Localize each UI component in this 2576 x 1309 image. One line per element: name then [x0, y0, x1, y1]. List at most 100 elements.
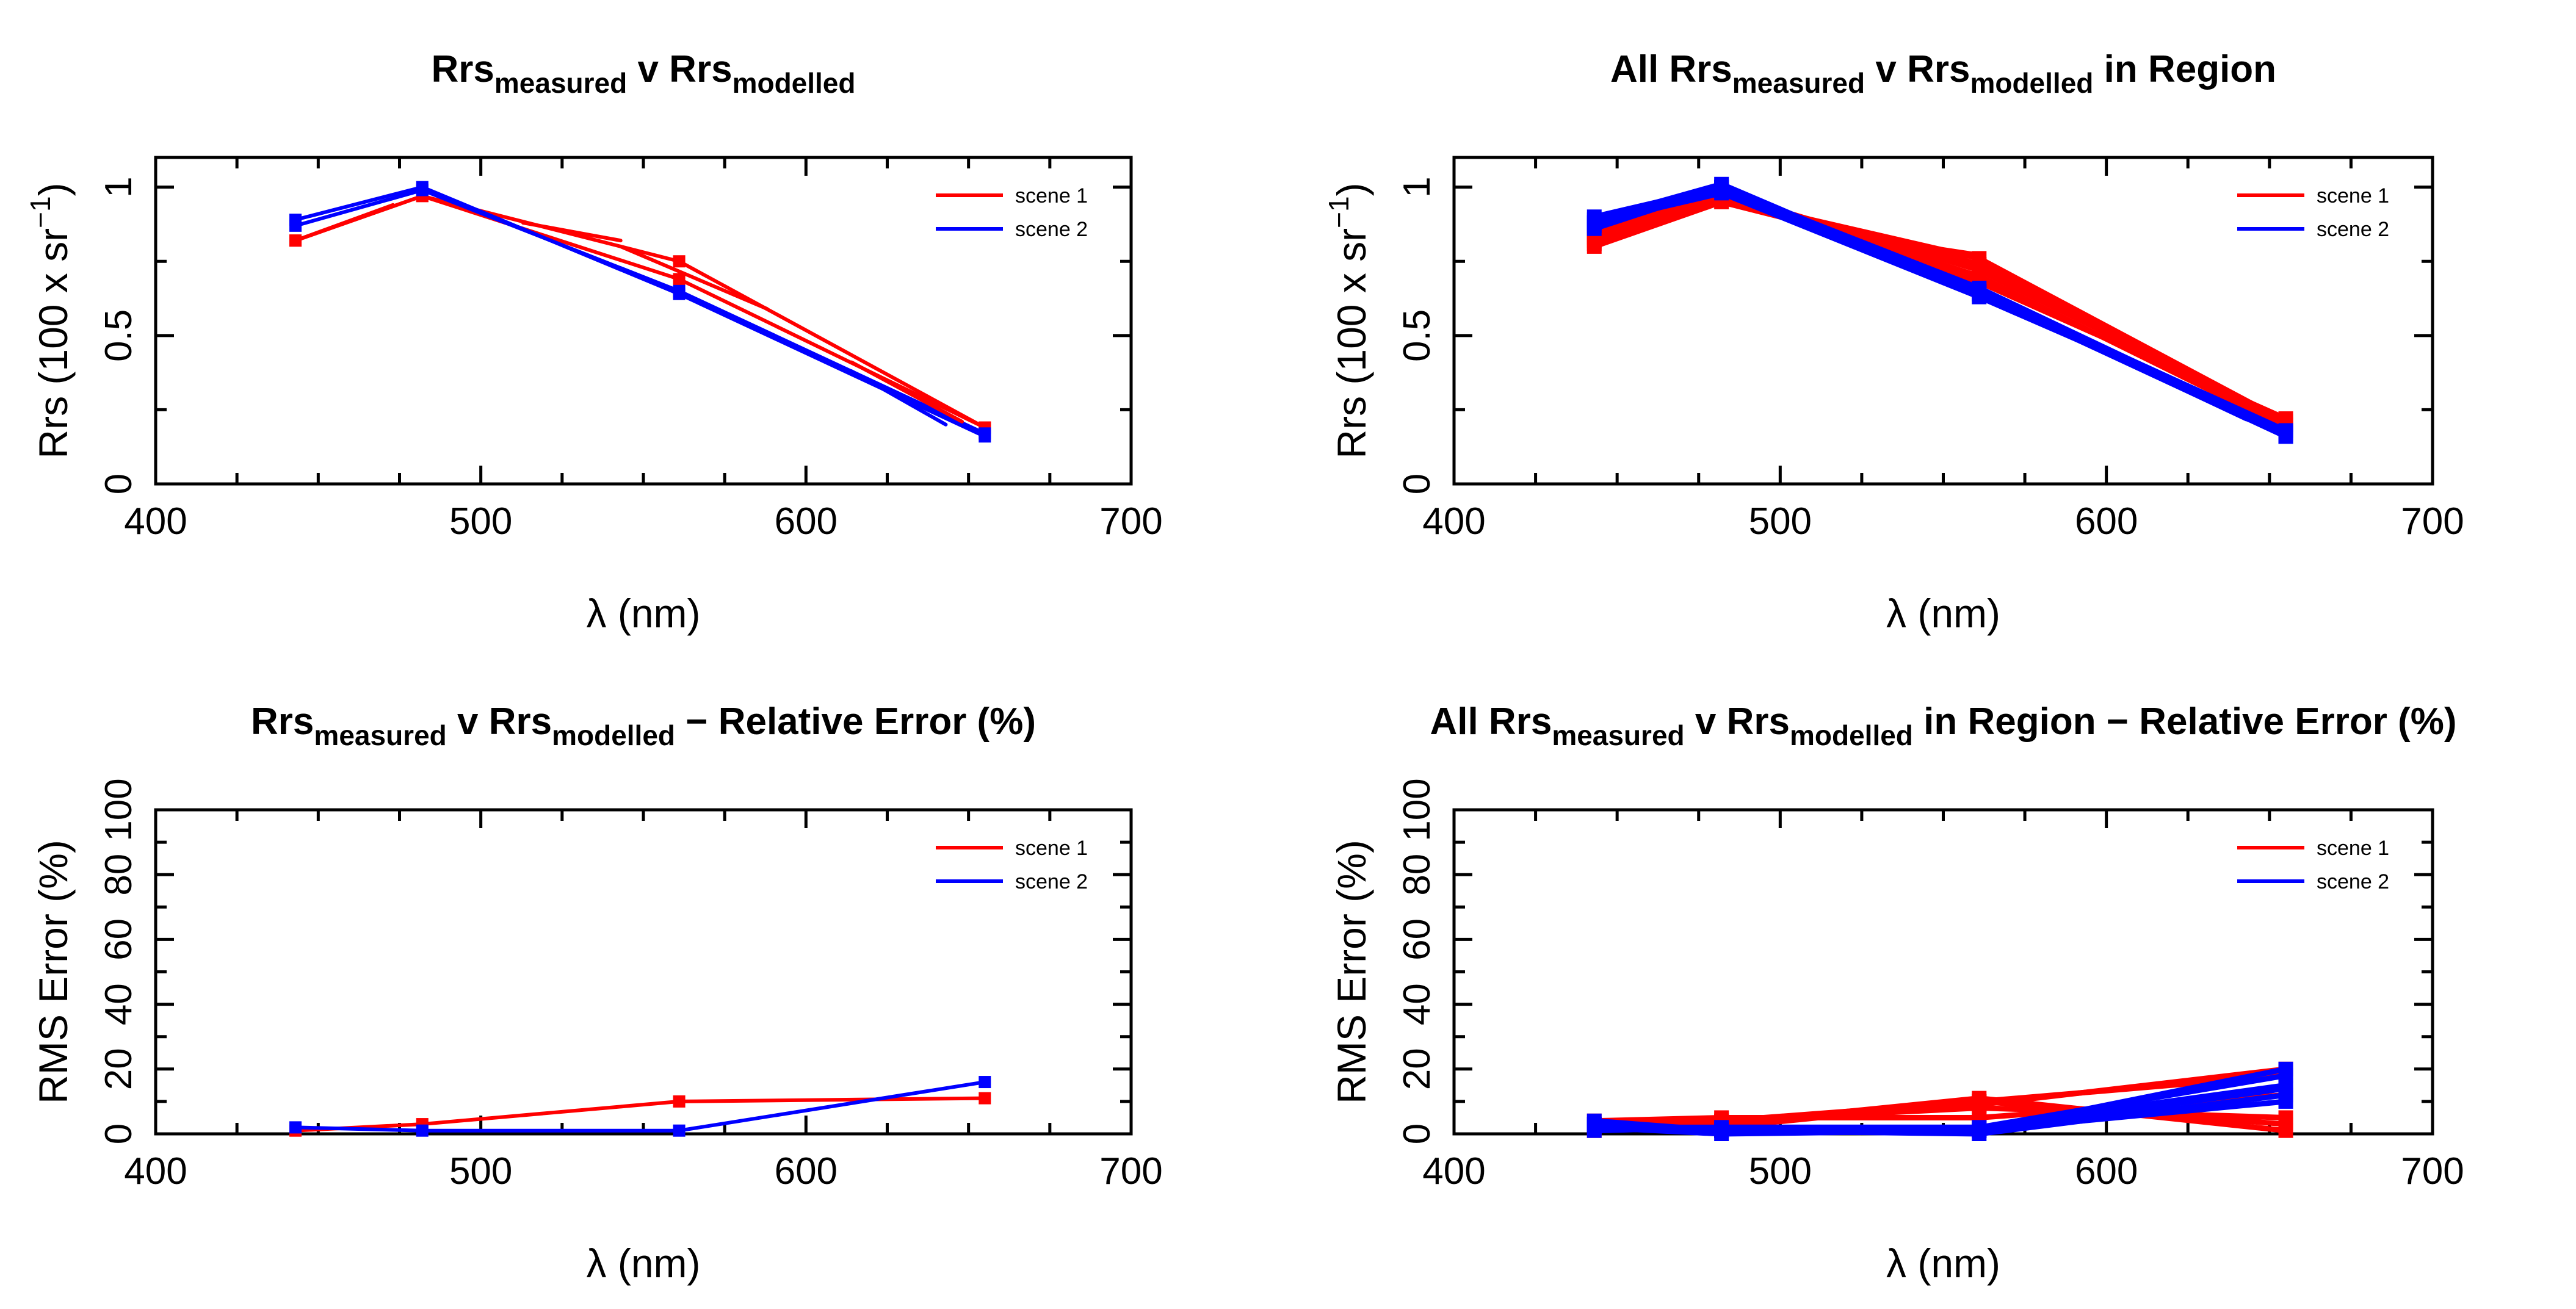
- title-base2: Rrs: [1727, 701, 1790, 743]
- y-axis-label: Rrs (100 x sr−1): [1323, 182, 1374, 458]
- y-tick-label: 0: [98, 474, 140, 494]
- series-fragment: [618, 244, 769, 311]
- title-mid: v: [447, 701, 489, 743]
- x-tick-label: 500: [1749, 500, 1812, 543]
- y-tick-label: 60: [98, 918, 140, 961]
- data-point: [2278, 1068, 2293, 1083]
- title-tail: in Region − Relative Error (%): [1913, 701, 2457, 743]
- title-sub1: measured: [494, 67, 627, 99]
- series-line-scene-2: [1591, 184, 2289, 436]
- y-label-sup: −1: [1323, 196, 1355, 228]
- data-point: [1972, 1094, 1987, 1109]
- y-label-main: RMS Error (%): [31, 840, 76, 1104]
- x-tick-label: 700: [1099, 500, 1162, 543]
- series-fragment: [294, 203, 395, 243]
- x-tick-label: 500: [449, 500, 512, 543]
- series-fragment: [1976, 255, 2071, 312]
- series-line-scene-2: [1591, 181, 2289, 439]
- title-mid: v: [627, 48, 669, 90]
- data-point: [416, 1124, 429, 1137]
- series-line-scene-2: [294, 188, 987, 436]
- series-fragment: [2149, 371, 2249, 422]
- y-axis-label: RMS Error (%): [1329, 840, 1374, 1104]
- y-axis-label: RMS Error (%): [31, 840, 76, 1104]
- chart-title: Rrsmeasured v Rrsmodelled − Relative Err…: [251, 701, 1036, 751]
- data-point: [2278, 1117, 2293, 1132]
- legend-label: scene 2: [2317, 870, 2389, 893]
- title-sub1: measured: [1552, 719, 1684, 751]
- legend-label: scene 1: [1015, 184, 1088, 207]
- x-tick-label: 500: [449, 1150, 512, 1192]
- x-axis-label: λ (nm): [1886, 591, 2000, 636]
- series-line-scene-2: [294, 185, 987, 439]
- x-tick-label: 700: [1099, 1150, 1162, 1192]
- series-line-scene-1: [1591, 199, 2289, 428]
- y-tick-label: 80: [1396, 854, 1438, 896]
- title-base2: Rrs: [669, 48, 732, 90]
- series-line-scene-1: [1591, 193, 2289, 431]
- data-point: [979, 1092, 991, 1105]
- title-sub2: modelled: [733, 67, 856, 99]
- data-point: [673, 284, 686, 297]
- series-line-scene-2: [1591, 187, 2289, 433]
- data-point: [1586, 1120, 1602, 1135]
- x-tick-label: 500: [1749, 1150, 1812, 1192]
- data-point: [673, 255, 686, 268]
- x-tick-label: 400: [124, 500, 187, 543]
- title-sub1: measured: [314, 719, 446, 751]
- series-line-scene-1: [294, 194, 987, 430]
- series-fragment: [849, 369, 948, 427]
- data-point: [1714, 186, 1729, 201]
- legend-label: scene 2: [2317, 218, 2389, 241]
- title-sub2: modelled: [1970, 67, 2093, 99]
- x-tick-label: 600: [2075, 500, 2138, 543]
- chart-panel-2: All Rrsmeasured v Rrsmodelled in Region 4…: [1323, 48, 2464, 636]
- legend-label: scene 1: [2317, 184, 2389, 207]
- data-point: [289, 219, 302, 232]
- chart-panel-4: All Rrsmeasured v Rrsmodelled in Region …: [1329, 701, 2464, 1286]
- y-label-main: Rrs (100 x sr: [1329, 228, 1374, 459]
- series-line-scene-2: [1591, 184, 2289, 436]
- y-label-sup: −1: [24, 196, 56, 228]
- chart-title: All Rrsmeasured v Rrsmodelled in Region: [1610, 48, 2276, 99]
- data-point: [673, 273, 686, 286]
- y-tick-label: 1: [98, 176, 140, 197]
- x-axis-label: λ (nm): [1886, 1241, 2000, 1286]
- title-base1: Rrs: [251, 701, 314, 743]
- y-tick-label: 0: [1396, 1123, 1438, 1144]
- series-fragment: [521, 221, 623, 243]
- x-tick-label: 700: [2401, 500, 2464, 543]
- series-line-scene-2: [1591, 184, 2289, 439]
- legend-label: scene 1: [1015, 837, 1088, 860]
- y-axis-label: Rrs (100 x sr−1): [24, 182, 76, 458]
- data-point: [416, 184, 429, 197]
- x-tick-label: 400: [124, 1150, 187, 1192]
- series-line-scene-2: [294, 1080, 987, 1133]
- title-base1: Rrs: [432, 48, 494, 90]
- data-point: [2278, 1081, 2293, 1096]
- title-sub1: measured: [1732, 67, 1865, 99]
- data-point: [289, 1121, 302, 1134]
- y-tick-label: 40: [98, 983, 140, 1025]
- data-point: [673, 1124, 686, 1137]
- y-label-close: ): [1329, 182, 1374, 196]
- data-point: [979, 1076, 991, 1089]
- title-sub2: modelled: [552, 719, 675, 751]
- title-sub2: modelled: [1790, 719, 1913, 751]
- title-base2: Rrs: [1907, 48, 1970, 90]
- y-tick-label: 20: [1396, 1048, 1438, 1090]
- y-tick-label: 0: [1396, 474, 1438, 494]
- data-point: [2278, 423, 2293, 438]
- y-tick-label: 40: [1396, 983, 1438, 1025]
- x-tick-label: 700: [2401, 1150, 2464, 1192]
- y-tick-label: 0.5: [98, 309, 140, 362]
- series-line-scene-2: [1591, 1086, 2289, 1137]
- series-line-scene-2: [1591, 190, 2289, 433]
- title-mid: v: [1685, 701, 1727, 743]
- y-tick-label: 20: [98, 1048, 140, 1090]
- y-label-close: ): [31, 182, 76, 196]
- y-label-main: Rrs (100 x sr: [31, 228, 76, 459]
- title-mid: v: [1865, 48, 1907, 90]
- data-point: [1586, 215, 1602, 230]
